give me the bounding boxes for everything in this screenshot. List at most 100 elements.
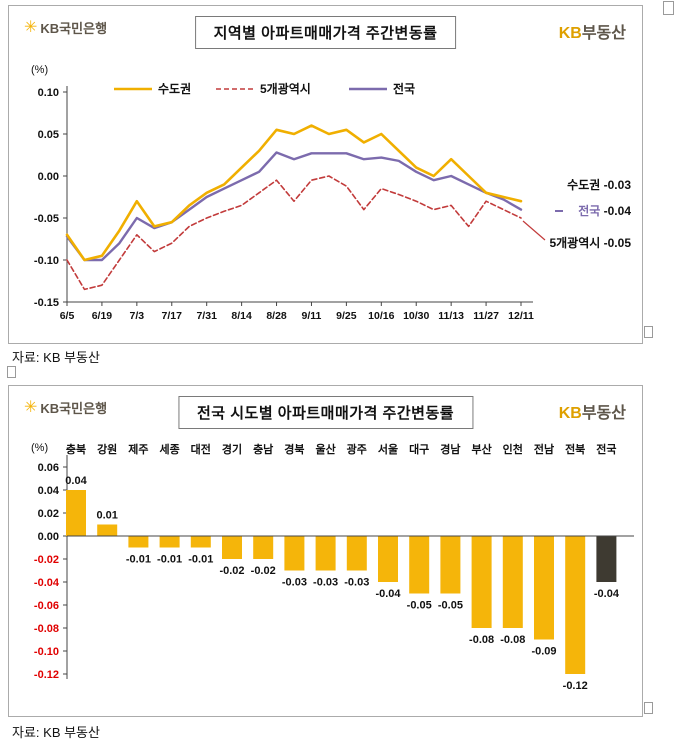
kb-realestate-logo-kb: KB <box>558 25 582 42</box>
bar-value-label: -0.05 <box>438 600 463 612</box>
bar <box>66 490 86 536</box>
kb-realestate-logo-text: 부동산 <box>581 25 626 42</box>
chart-title: 전국 시도별 아파트매매가격 주간변동률 <box>177 396 474 429</box>
kb-realestate-logo: KB부동산 <box>559 19 626 43</box>
category-label: 제주 <box>128 442 148 456</box>
y-tick-label: -0.08 <box>34 623 59 635</box>
bar <box>346 536 367 571</box>
y-tick-label: -0.15 <box>34 297 59 309</box>
x-tick-label: 10/16 <box>368 310 394 322</box>
category-label: 경기 <box>222 442 242 456</box>
chart-annotation: 수도권 -0.03 <box>567 178 631 192</box>
category-label: 전국 <box>596 442 616 456</box>
x-tick-label: 8/28 <box>266 310 287 322</box>
category-label: 서울 <box>378 442 398 456</box>
bar <box>128 536 149 548</box>
y-tick-label: -0.04 <box>34 577 60 589</box>
y-tick-label: 0.06 <box>38 462 59 474</box>
bar <box>502 536 523 628</box>
category-label: 인천 <box>503 442 523 456</box>
chart-title-text: 지역별 아파트매매가격 주간변동률 <box>213 25 438 42</box>
series-line-five-metro-cities <box>66 175 522 291</box>
bar <box>409 536 430 594</box>
legend-label-five-metro-cities: 5개광역시 <box>260 81 311 96</box>
legend-label-nationwide: 전국 <box>393 81 415 96</box>
source-note: 자료: KB 부동산 <box>12 725 100 740</box>
y-axis-unit: (%) <box>31 64 48 76</box>
y-tick-label: -0.12 <box>34 669 59 681</box>
bar-value-label: -0.02 <box>251 565 276 577</box>
kb-bank-logo-text: KB국민은행 <box>40 401 108 416</box>
x-tick-label: 6/5 <box>60 310 75 322</box>
bar-value-label: -0.08 <box>469 634 494 646</box>
bar <box>440 536 461 594</box>
category-label: 광주 <box>347 443 367 456</box>
x-tick-label: 7/17 <box>162 310 183 322</box>
chart-annotation: 전국 -0.04 <box>578 203 631 218</box>
kb-star-icon: ✳ <box>24 18 38 36</box>
chart-annotation: 5개광역시 -0.05 <box>549 235 631 250</box>
bar <box>159 536 180 548</box>
y-tick-label: 0.00 <box>38 171 59 183</box>
x-tick-label: 8/14 <box>231 310 252 322</box>
provincial-weekly-change-panel: ✳ KB국민은행 전국 시도별 아파트매매가격 주간변동률 KB부동산 (%) 0… <box>8 385 643 717</box>
y-tick-label: 0.02 <box>38 508 59 520</box>
source-note: 자료: KB 부동산 <box>12 350 100 365</box>
category-label: 부산 <box>471 442 491 456</box>
bar-value-label: -0.04 <box>375 588 401 600</box>
x-tick-label: 7/31 <box>196 310 217 322</box>
y-tick-label: 0.04 <box>38 485 60 497</box>
chart-title-text: 전국 시도별 아파트매매가격 주간변동률 <box>196 405 455 422</box>
paragraph-mark <box>644 326 653 338</box>
kb-bank-logo: ✳ KB국민은행 <box>24 18 107 37</box>
bar <box>253 536 274 559</box>
bar <box>222 536 242 559</box>
legend-label-sudogwon: 수도권 <box>158 82 191 96</box>
y-tick-label: 0.05 <box>38 129 59 141</box>
x-tick-label: 7/3 <box>130 310 145 322</box>
kb-realestate-logo-kb: KB <box>558 405 582 422</box>
bar-value-label: -0.01 <box>157 554 182 566</box>
x-tick-label: 11/27 <box>473 310 499 322</box>
x-tick-label: 9/11 <box>302 310 322 322</box>
bar-value-label: -0.02 <box>219 565 244 577</box>
callout-line <box>522 220 546 241</box>
x-tick-label: 10/30 <box>403 310 429 322</box>
series-line-nationwide <box>65 151 523 262</box>
y-tick-label: -0.02 <box>34 554 59 566</box>
y-tick-label: -0.10 <box>34 646 59 658</box>
bar <box>378 536 398 582</box>
category-label: 강원 <box>97 442 117 456</box>
bar-value-label: -0.08 <box>500 634 525 646</box>
kb-bank-logo: ✳ KB국민은행 <box>24 398 107 417</box>
category-label: 전남 <box>534 442 554 456</box>
category-label: 전북 <box>565 442 585 456</box>
y-tick-label: -0.06 <box>34 600 59 612</box>
y-tick-label: -0.10 <box>34 255 59 267</box>
x-tick-label: 12/11 <box>508 310 534 322</box>
bar-chart-provincial: (%)0.060.040.020.00-0.02-0.04-0.06-0.08-… <box>31 442 634 692</box>
series-line-sudogwon <box>65 124 523 262</box>
paragraph-mark <box>663 1 674 15</box>
category-label: 세종 <box>159 442 179 456</box>
category-label: 경북 <box>284 442 304 456</box>
chart-title: 지역별 아파트매매가격 주간변동률 <box>194 16 457 49</box>
bar <box>596 536 617 582</box>
category-label: 경남 <box>440 442 460 456</box>
y-tick-label: 0.10 <box>38 87 59 99</box>
x-tick-label: 11/13 <box>438 310 464 322</box>
bar <box>190 536 211 548</box>
category-label: 대구 <box>409 442 429 456</box>
bar <box>284 536 305 571</box>
y-tick-label: 0.00 <box>38 531 59 543</box>
y-axis-unit: (%) <box>31 442 48 454</box>
paragraph-mark <box>644 702 653 714</box>
bar <box>315 536 336 571</box>
bar-value-label: -0.09 <box>531 646 556 658</box>
bar-value-label: -0.05 <box>407 600 432 612</box>
bar-value-label: -0.03 <box>313 577 338 589</box>
category-label: 충북 <box>66 442 86 456</box>
kb-bank-logo-text: KB국민은행 <box>40 21 108 36</box>
bar-value-label: -0.03 <box>344 577 369 589</box>
kb-star-icon: ✳ <box>24 398 38 416</box>
